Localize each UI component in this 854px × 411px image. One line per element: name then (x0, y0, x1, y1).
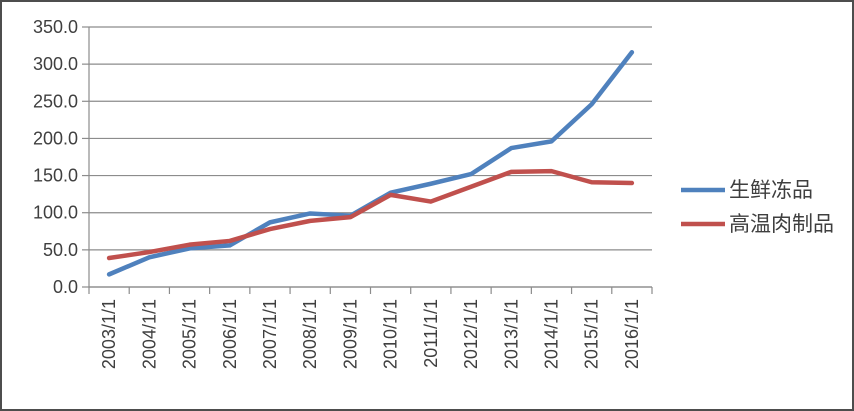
y-tick-label: 350.0 (33, 17, 78, 37)
legend-label-high-temp-meat: 高温肉制品 (729, 212, 834, 236)
y-tick-label: 300.0 (33, 54, 78, 74)
x-tick-label: 2011/1/1 (421, 299, 441, 368)
legend-line-swatch-red (681, 221, 725, 227)
legend-item-high-temp-meat: 高温肉制品 (680, 207, 834, 241)
y-tick-label: 0.0 (53, 277, 78, 297)
y-tick-label: 50.0 (43, 240, 78, 260)
y-tick-label: 200.0 (33, 128, 78, 148)
legend-line-swatch-blue (681, 187, 725, 193)
y-tick-label: 100.0 (33, 203, 78, 223)
x-tick-label: 2007/1/1 (260, 299, 280, 369)
x-tick-label: 2013/1/1 (501, 299, 521, 369)
x-tick-label: 2006/1/1 (220, 299, 240, 369)
legend-label-fresh-frozen: 生鲜冻品 (729, 178, 813, 202)
y-tick-label: 250.0 (33, 91, 78, 111)
x-tick-label: 2010/1/1 (381, 299, 401, 369)
x-tick-label: 2009/1/1 (340, 299, 360, 369)
x-tick-label: 2016/1/1 (622, 299, 642, 369)
legend: 生鲜冻品 高温肉制品 (680, 173, 834, 241)
x-tick-label: 2014/1/1 (541, 299, 561, 369)
x-tick-label: 2015/1/1 (582, 299, 602, 369)
x-tick-label: 2012/1/1 (461, 299, 481, 369)
x-tick-label: 2003/1/1 (99, 299, 119, 369)
x-tick-label: 2008/1/1 (300, 299, 320, 369)
legend-item-fresh-frozen: 生鲜冻品 (680, 173, 834, 207)
x-tick-label: 2005/1/1 (180, 299, 200, 369)
y-tick-label: 150.0 (33, 166, 78, 186)
x-tick-label: 2004/1/1 (139, 299, 159, 369)
series-line-0 (106, 50, 635, 277)
series-line-1 (106, 168, 635, 261)
